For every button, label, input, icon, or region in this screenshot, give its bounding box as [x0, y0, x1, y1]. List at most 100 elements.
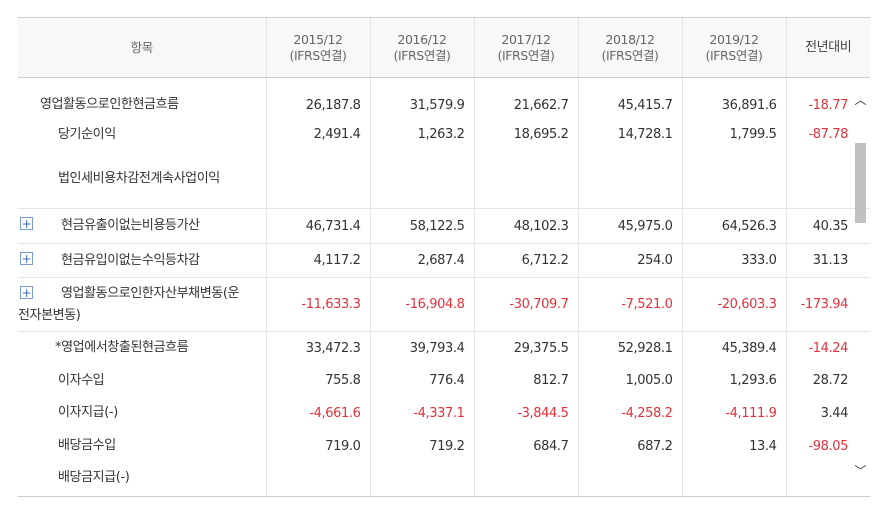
header-year-label: 2016/12: [397, 31, 447, 47]
value-cell: [577, 462, 682, 497]
value-cell: -30,709.7: [473, 277, 578, 332]
row-label-cell: 법인세비용차감전계속사업이익: [18, 150, 266, 209]
header-year-label: 2015/12: [293, 31, 343, 47]
yoy-cell: -87.78: [785, 118, 870, 151]
row-label: *영업에서창출된현금흐름: [55, 340, 189, 356]
value-cell: 18,695.2: [473, 118, 578, 151]
table-row: + 현금유입이없는수익등차감 4,117.2 2,687.4 6,712.2 25…: [18, 243, 870, 278]
scrollbar-thumb[interactable]: [855, 143, 866, 223]
row-label: 이자지급(-): [58, 405, 118, 420]
row-label: 현금유출이없는비용등가산: [61, 218, 200, 233]
header-year-2019: 2019/12 (IFRS연결): [681, 17, 786, 78]
header-basis-label: (IFRS연결): [705, 47, 763, 63]
yoy-cell: -18.77: [785, 77, 870, 119]
row-label-cell: *영업에서창출된현금흐름: [18, 332, 266, 365]
value-cell: 333.0: [681, 243, 786, 278]
yoy-cell: 3.44: [785, 396, 870, 430]
row-label-cell: 배당금지급(-): [18, 462, 266, 497]
value-cell: 45,389.4: [681, 331, 786, 365]
row-label-text: 법인세비용차감전계속사업이익: [58, 171, 220, 187]
value-cell: 52,928.1: [577, 331, 682, 365]
value-cell: 684.7: [473, 429, 578, 463]
value-cell: 33,472.3: [265, 331, 370, 365]
expand-row-button[interactable]: +: [20, 217, 33, 231]
table-row: + 영업활동으로인한자산부채변동(운전자본변동) -11,633.3 -16,90…: [18, 277, 870, 332]
table-row: 이자수입 755.8 776.4 812.7 1,005.0 1,293.6 2…: [18, 364, 870, 397]
header-item: 항목: [18, 17, 266, 78]
vertical-scrollbar[interactable]: ︿ ﹀: [852, 77, 869, 483]
value-cell: 21,662.7: [473, 77, 578, 119]
value-cell: [681, 150, 786, 209]
value-cell: -4,337.1: [369, 396, 474, 430]
table-row: 영업활동으로인한현금흐름 26,187.8 31,579.9 21,662.7 …: [18, 77, 870, 119]
yoy-cell: -14.24: [785, 331, 870, 365]
table-row: + 현금유출이없는비용등가산 46,731.4 58,122.5 48,102.3…: [18, 208, 870, 244]
value-cell: -4,258.2: [577, 396, 682, 430]
header-yoy: 전년대비: [785, 17, 870, 78]
table-row: 배당금수입 719.0 719.2 684.7 687.2 13.4 -98.0…: [18, 429, 870, 463]
header-basis-label: (IFRS연결): [497, 47, 555, 63]
value-cell: -16,904.8: [369, 277, 474, 332]
row-label: 이자수입: [58, 372, 105, 388]
value-cell: 36,891.6: [681, 77, 786, 119]
yoy-cell: 31.13: [785, 243, 870, 278]
value-cell: [369, 462, 474, 497]
value-cell: 46,731.4: [265, 208, 370, 244]
table-row: *영업에서창출된현금흐름 33,472.3 39,793.4 29,375.5 …: [18, 331, 870, 365]
row-label: 영업활동으로인한자산부채변동(운전자본변동): [18, 285, 240, 323]
row-label-cell: 배당금수입: [18, 430, 266, 463]
value-cell: 39,793.4: [369, 331, 474, 365]
row-label-cell: 이자지급(-): [18, 397, 266, 430]
value-cell: -7,521.0: [577, 277, 682, 332]
value-cell: 1,005.0: [577, 364, 682, 397]
yoy-cell: [785, 462, 870, 497]
value-cell: 26,187.8: [265, 77, 370, 119]
value-cell: -4,111.9: [681, 396, 786, 430]
header-year-2017: 2017/12 (IFRS연결): [473, 17, 578, 78]
row-label-cell: + 현금유출이없는비용등가산: [18, 208, 266, 244]
row-label-cell: 당기순이익: [18, 119, 266, 151]
row-label: 현금유입이없는수익등차감: [61, 252, 200, 268]
value-cell: -20,603.3: [681, 277, 786, 332]
expand-row-button[interactable]: +: [20, 252, 33, 266]
scroll-up-icon[interactable]: ︿: [854, 93, 867, 107]
value-cell: [681, 462, 786, 497]
value-cell: 254.0: [577, 243, 682, 278]
value-cell: 1,293.6: [681, 364, 786, 397]
value-cell: -3,844.5: [473, 396, 578, 430]
header-year-label: 2018/12: [605, 31, 655, 47]
value-cell: 48,102.3: [473, 208, 578, 244]
value-cell: 45,415.7: [577, 77, 682, 119]
scroll-down-icon[interactable]: ﹀: [854, 464, 867, 478]
value-cell: 4,117.2: [265, 243, 370, 278]
value-cell: 45,975.0: [577, 208, 682, 244]
cash-flow-table-panel: 항목 2015/12 (IFRS연결) 2016/12 (IFRS연결) 2017/…: [18, 17, 870, 497]
row-label: 당기순이익: [58, 126, 116, 142]
row-label: 법인세비용차감전계속사업이익: [0, 168, 266, 190]
value-cell: 29,375.5: [473, 331, 578, 365]
value-cell: 64,526.3: [681, 208, 786, 244]
value-cell: 58,122.5: [369, 208, 474, 244]
value-cell: 14,728.1: [577, 118, 682, 151]
yoy-cell: -173.94: [785, 277, 870, 332]
table-header-row: 항목 2015/12 (IFRS연결) 2016/12 (IFRS연결) 2017/…: [18, 17, 870, 78]
value-cell: 1,263.2: [369, 118, 474, 151]
value-cell: 812.7: [473, 364, 578, 397]
header-year-2015: 2015/12 (IFRS연결): [265, 17, 370, 78]
expand-row-button[interactable]: +: [20, 286, 33, 300]
value-cell: [369, 150, 474, 209]
header-basis-label: (IFRS연결): [393, 47, 451, 63]
header-basis-label: (IFRS연결): [289, 47, 347, 63]
value-cell: 687.2: [577, 429, 682, 463]
cash-flow-table: 항목 2015/12 (IFRS연결) 2016/12 (IFRS연결) 2017/…: [18, 17, 870, 497]
value-cell: [577, 150, 682, 209]
yoy-cell: 28.72: [785, 364, 870, 397]
yoy-cell: -98.05: [785, 429, 870, 463]
row-label: 배당금수입: [58, 438, 116, 453]
value-cell: 31,579.9: [369, 77, 474, 119]
row-label: 배당금지급(-): [58, 469, 130, 485]
table-row: 배당금지급(-): [18, 462, 870, 497]
value-cell: 719.0: [265, 429, 370, 463]
row-label-cell: 이자수입: [18, 365, 266, 397]
value-cell: 2,687.4: [369, 243, 474, 278]
